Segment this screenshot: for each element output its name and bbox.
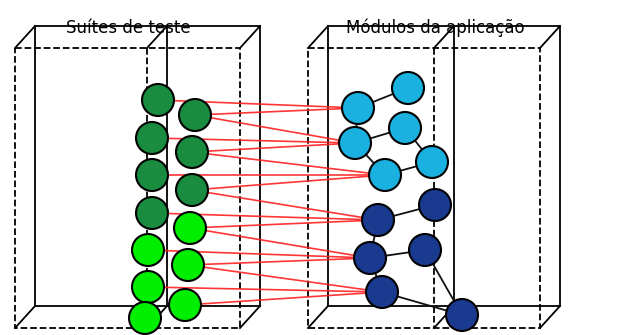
Circle shape	[129, 302, 161, 334]
Circle shape	[339, 127, 371, 159]
Circle shape	[142, 84, 174, 116]
Circle shape	[389, 112, 421, 144]
Text: Suítes de teste: Suítes de teste	[66, 19, 190, 37]
Circle shape	[169, 289, 201, 321]
Circle shape	[342, 92, 374, 124]
Circle shape	[136, 122, 168, 154]
Circle shape	[446, 299, 478, 331]
Circle shape	[132, 271, 164, 303]
Circle shape	[172, 249, 204, 281]
Circle shape	[369, 159, 401, 191]
Circle shape	[409, 234, 441, 266]
Circle shape	[419, 189, 451, 221]
Circle shape	[176, 136, 208, 168]
Circle shape	[362, 204, 394, 236]
Circle shape	[136, 197, 168, 229]
Circle shape	[416, 146, 448, 178]
Circle shape	[354, 242, 386, 274]
Circle shape	[179, 99, 211, 131]
Circle shape	[176, 174, 208, 206]
Circle shape	[136, 159, 168, 191]
Circle shape	[174, 212, 206, 244]
Circle shape	[392, 72, 424, 104]
Circle shape	[132, 234, 164, 266]
Text: Módulos da aplicação: Módulos da aplicação	[346, 19, 524, 37]
Circle shape	[366, 276, 398, 308]
